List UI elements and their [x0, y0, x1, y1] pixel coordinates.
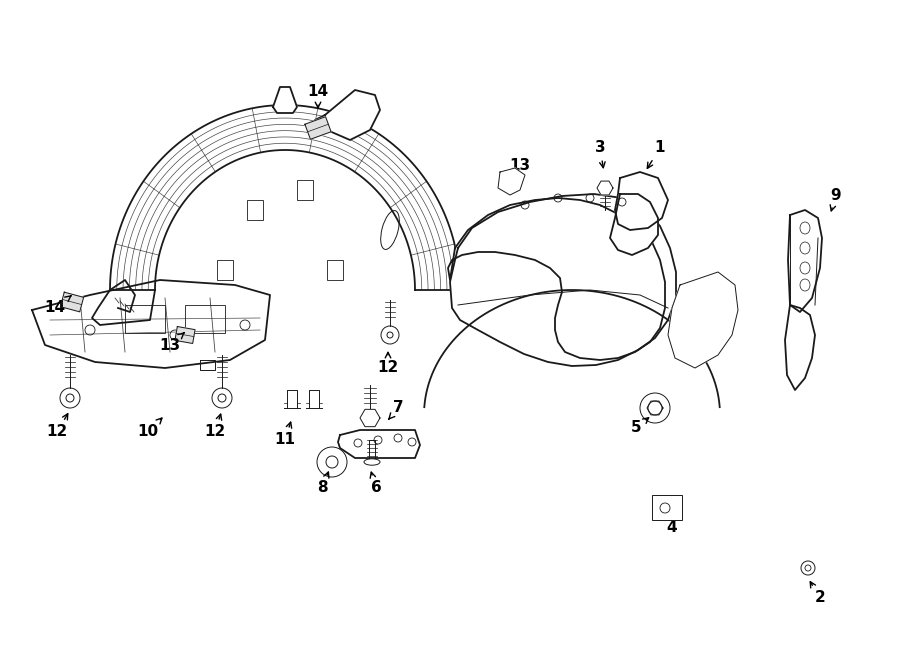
Polygon shape [668, 272, 738, 368]
Polygon shape [597, 181, 613, 195]
Bar [297, 180, 313, 200]
Text: 1: 1 [647, 141, 665, 169]
Polygon shape [338, 430, 420, 458]
Text: 7: 7 [389, 401, 404, 419]
Polygon shape [788, 210, 822, 312]
Polygon shape [450, 194, 676, 366]
Text: 13: 13 [159, 332, 184, 352]
Polygon shape [785, 305, 815, 390]
Circle shape [212, 388, 232, 408]
Text: 3: 3 [595, 141, 606, 168]
Text: 12: 12 [204, 414, 226, 440]
Text: 10: 10 [138, 418, 162, 440]
Bar [652, 495, 682, 520]
Ellipse shape [364, 459, 380, 465]
Polygon shape [448, 198, 665, 360]
Text: 12: 12 [377, 352, 399, 375]
Circle shape [60, 388, 80, 408]
Text: 9: 9 [830, 188, 842, 211]
Polygon shape [175, 327, 195, 344]
Text: 13: 13 [508, 157, 530, 178]
Text: 2: 2 [810, 582, 825, 605]
Polygon shape [360, 409, 380, 426]
Text: 4: 4 [667, 510, 678, 535]
Text: 11: 11 [274, 422, 295, 447]
Polygon shape [647, 401, 663, 415]
Polygon shape [610, 194, 658, 255]
Bar [217, 260, 233, 280]
Bar [185, 305, 225, 333]
Polygon shape [60, 292, 84, 312]
Polygon shape [498, 168, 525, 195]
Polygon shape [32, 280, 270, 368]
Polygon shape [315, 90, 380, 140]
Text: 14: 14 [44, 295, 71, 315]
Text: 8: 8 [317, 472, 328, 496]
Text: 5: 5 [631, 418, 649, 436]
Bar [125, 305, 165, 333]
Circle shape [381, 326, 399, 344]
Bar [247, 200, 263, 220]
Text: 14: 14 [308, 85, 328, 108]
Polygon shape [615, 172, 668, 230]
Circle shape [640, 393, 670, 423]
Text: 12: 12 [47, 414, 68, 440]
Polygon shape [305, 117, 331, 139]
Circle shape [317, 447, 347, 477]
Bar [327, 260, 343, 280]
Text: 6: 6 [370, 472, 382, 496]
Polygon shape [273, 87, 297, 113]
